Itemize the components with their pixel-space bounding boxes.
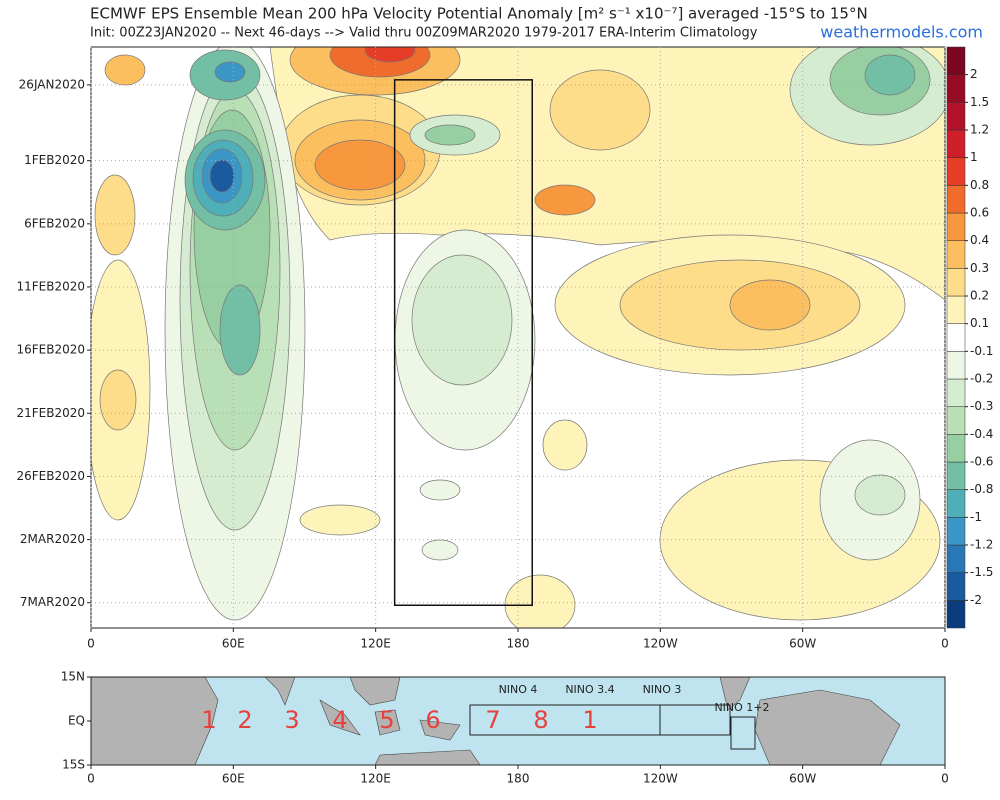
chart-subtitle: Init: 00Z23JAN2020 -- Next 46-days --> V… — [90, 26, 758, 41]
phase-label: 4 — [332, 706, 347, 734]
colorbar-label: -0.4 — [970, 427, 993, 441]
nino-label: NINO 1+2 — [714, 701, 769, 714]
y-tick-label: 26FEB2020 — [16, 469, 85, 483]
colorbar-segment — [946, 572, 966, 601]
colorbar-label: -0.1 — [970, 344, 993, 358]
map-x-tick-label: 180 — [507, 772, 530, 786]
colorbar-label: 1.5 — [970, 95, 989, 109]
y-tick-label: 6FEB2020 — [24, 216, 85, 230]
colorbar-segment — [946, 517, 966, 546]
colorbar-segment — [946, 434, 966, 463]
colorbar-segment — [946, 129, 966, 158]
colorbar-label: 0.1 — [970, 316, 989, 330]
y-tick-label: 26JAN2020 — [19, 77, 85, 91]
colorbar-segment — [946, 600, 966, 629]
colorbar-segment — [946, 378, 966, 407]
colorbar-segment — [946, 268, 966, 297]
x-tick-label: 60W — [789, 637, 816, 651]
map-x-tick-label: 0 — [87, 772, 95, 786]
phase-label: 1 — [582, 706, 597, 734]
nino-label: NINO 3 — [643, 683, 682, 696]
phase-label: 2 — [237, 706, 252, 734]
map-y-tick-label: 15S — [62, 758, 85, 772]
colorbar-label: -1 — [970, 510, 982, 524]
colorbar-segment — [946, 185, 966, 214]
phase-label: 6 — [425, 706, 440, 734]
colorbar-label: 0.6 — [970, 206, 989, 220]
y-tick-label: 2MAR2020 — [20, 532, 85, 546]
colorbar-label: 0.2 — [970, 289, 989, 303]
x-tick-label: 120W — [643, 637, 678, 651]
x-tick-label: 60E — [222, 637, 245, 651]
x-tick-label: 0 — [941, 637, 949, 651]
phase-label: 7 — [485, 706, 500, 734]
nino-label: NINO 4 — [499, 683, 538, 696]
nino-label: NINO 3.4 — [565, 683, 614, 696]
colorbar-label: 0.8 — [970, 178, 989, 192]
colorbar-segment — [946, 489, 966, 518]
nino-boxes — [469, 704, 756, 750]
y-tick-label: 1FEB2020 — [24, 153, 85, 167]
colorbar-label: -0.2 — [970, 372, 993, 386]
colorbar-label: 2 — [970, 67, 978, 81]
map-x-tick-label: 60W — [789, 772, 816, 786]
map-x-tick-label: 120E — [360, 772, 391, 786]
colorbar-label: 0.4 — [970, 233, 989, 247]
map-x-tick-label: 0 — [941, 772, 949, 786]
colorbar-label: -2 — [970, 593, 982, 607]
x-tick-label: 0 — [87, 637, 95, 651]
colorbar-segment — [946, 406, 966, 435]
colorbar-label: -0.6 — [970, 455, 993, 469]
colorbar-segment — [946, 46, 966, 75]
colorbar-segment — [946, 157, 966, 186]
colorbar-segment — [946, 212, 966, 241]
phase-label: 3 — [284, 706, 299, 734]
source: weathermodels.com — [820, 23, 983, 42]
colorbar-segment — [946, 74, 966, 103]
region-box — [393, 79, 533, 607]
colorbar-label: -1.5 — [970, 565, 993, 579]
y-tick-label: 16FEB2020 — [16, 343, 85, 357]
map-x-tick-label: 120W — [643, 772, 678, 786]
y-tick-label: 21FEB2020 — [16, 406, 85, 420]
x-tick-label: 120E — [360, 637, 391, 651]
colorbar-label: -0.3 — [970, 399, 993, 413]
phase-label: 5 — [379, 706, 394, 734]
y-tick-label: 11FEB2020 — [16, 279, 85, 293]
colorbar-label: -1.2 — [970, 538, 993, 552]
map-land — [91, 677, 901, 765]
chart-title: ECMWF EPS Ensemble Mean 200 hPa Velocity… — [90, 5, 868, 23]
colorbar-label: 1 — [970, 150, 978, 164]
colorbar-label: -0.8 — [970, 482, 993, 496]
colorbar-segment — [946, 102, 966, 131]
colorbar-segment — [946, 295, 966, 324]
colorbar-segment — [946, 461, 966, 490]
colorbar-label: 0.3 — [970, 261, 989, 275]
colorbar-segment — [946, 323, 966, 352]
phase-label: 1 — [201, 706, 216, 734]
colorbar-segment — [946, 351, 966, 380]
map-y-tick-label: 15N — [61, 670, 85, 684]
map-y-tick-label: EQ — [68, 714, 85, 728]
colorbar-segment — [946, 240, 966, 269]
colorbar-segment — [946, 544, 966, 573]
colorbar-label: 1.2 — [970, 123, 989, 137]
map-x-tick-label: 60E — [222, 772, 245, 786]
x-tick-label: 180 — [507, 637, 530, 651]
y-tick-label: 7MAR2020 — [20, 595, 85, 609]
phase-label: 8 — [533, 706, 548, 734]
